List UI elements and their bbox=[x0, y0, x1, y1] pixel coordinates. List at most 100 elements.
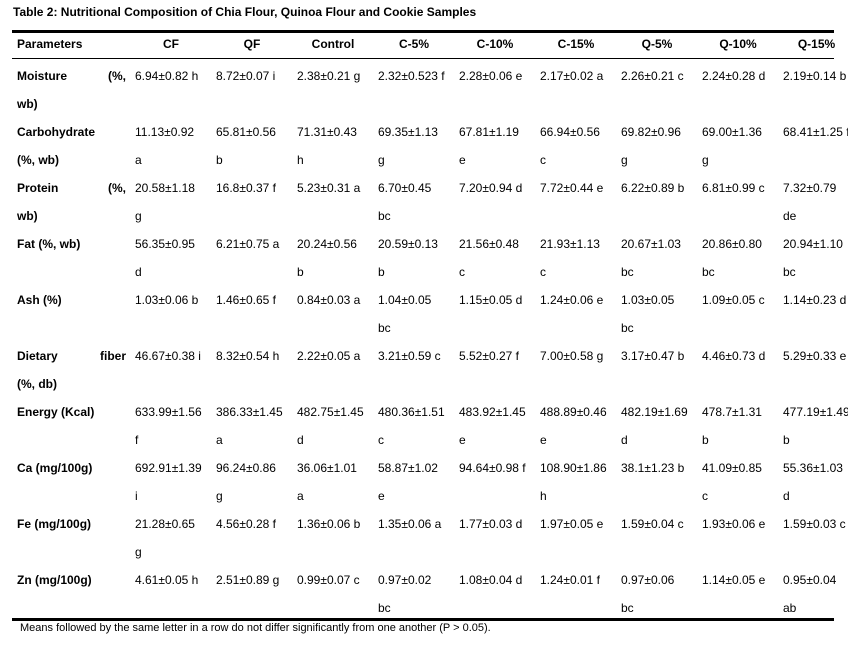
mean-value: 2.17±0.02 a bbox=[540, 69, 604, 83]
significance-letter: ab bbox=[783, 601, 797, 615]
parameter-cell: Fe (mg/100g) bbox=[12, 510, 130, 566]
mean-value: 0.99±0.07 c bbox=[297, 573, 360, 587]
mean-value: 20.59±0.13 bbox=[378, 237, 438, 251]
parameter-cell: Dietary fiber (%, db) bbox=[12, 342, 130, 398]
significance-letter: h bbox=[540, 489, 547, 503]
mean-value: 1.04±0.05 bbox=[378, 293, 432, 307]
significance-letter: h bbox=[297, 153, 304, 167]
mean-value: 692.91±1.39 bbox=[135, 461, 202, 475]
value-cell: 1.14±0.05 e bbox=[697, 566, 778, 622]
mean-value: 1.77±0.03 d bbox=[459, 517, 523, 531]
value-cell: 0.84±0.03 a bbox=[292, 286, 373, 342]
value-cell: 46.67±0.38 i bbox=[130, 342, 211, 398]
significance-letter: bc bbox=[621, 601, 634, 615]
parameter-cell: Fat (%, wb) bbox=[12, 230, 130, 286]
table-header-row: Parameters CF QF Control C-5% C-10% C-15% Q-5% Q… bbox=[12, 34, 848, 58]
significance-letter: d bbox=[621, 433, 628, 447]
mean-value: 478.7±1.31 bbox=[702, 405, 762, 419]
mean-value: 2.28±0.06 e bbox=[459, 69, 523, 83]
significance-letter: b bbox=[378, 265, 385, 279]
value-cell: 21.56±0.48 c bbox=[454, 230, 535, 286]
value-cell: 38.1±1.23 b bbox=[616, 454, 697, 510]
value-cell: 68.41±1.25 f bbox=[778, 118, 848, 174]
mean-value: 6.22±0.89 b bbox=[621, 181, 685, 195]
parameter-cell: Energy (Kcal) bbox=[12, 398, 130, 454]
value-cell: 20.67±1.03 bc bbox=[616, 230, 697, 286]
significance-letter: g bbox=[621, 153, 628, 167]
mean-value: 38.1±1.23 b bbox=[621, 461, 685, 475]
significance-letter: b bbox=[216, 153, 223, 167]
mean-value: 65.81±0.56 bbox=[216, 125, 276, 139]
parameter-label-line: Carbohydrate bbox=[17, 125, 96, 139]
significance-letter: f bbox=[135, 433, 139, 447]
mean-value: 2.51±0.89 g bbox=[216, 573, 280, 587]
mean-value: 16.8±0.37 f bbox=[216, 181, 276, 195]
header-column: QF bbox=[243, 37, 261, 51]
mean-value: 1.59±0.04 c bbox=[621, 517, 684, 531]
header-column: C-15% bbox=[557, 37, 595, 51]
table-footnote: Means followed by the same letter in a r… bbox=[20, 622, 491, 634]
nutrition-table: Parameters CF QF Control C-5% C-10% C-15% Q-5% Q… bbox=[12, 34, 848, 622]
value-cell: 2.22±0.05 a bbox=[292, 342, 373, 398]
mean-value: 7.72±0.44 e bbox=[540, 181, 604, 195]
mean-value: 21.56±0.48 bbox=[459, 237, 519, 251]
value-cell: 2.51±0.89 g bbox=[211, 566, 292, 622]
value-cell: 6.81±0.99 c bbox=[697, 174, 778, 230]
mean-value: 67.81±1.19 bbox=[459, 125, 519, 139]
table-bottom-rule bbox=[12, 618, 834, 621]
header-column: Control bbox=[311, 37, 355, 51]
value-cell: 482.75±1.45 d bbox=[292, 398, 373, 454]
mean-value: 2.38±0.21 g bbox=[297, 69, 361, 83]
significance-letter: d bbox=[135, 265, 142, 279]
mean-value: 66.94±0.56 bbox=[540, 125, 600, 139]
value-cell: 69.00±1.36 g bbox=[697, 118, 778, 174]
value-cell: 1.14±0.23 d bbox=[778, 286, 848, 342]
significance-letter: bc bbox=[783, 265, 796, 279]
parameter-cell: Ash (%) bbox=[12, 286, 130, 342]
value-cell: 0.95±0.04 ab bbox=[778, 566, 848, 622]
value-cell: 5.52±0.27 f bbox=[454, 342, 535, 398]
value-cell: 96.24±0.86 g bbox=[211, 454, 292, 510]
value-cell: 0.97±0.02 bc bbox=[373, 566, 454, 622]
mean-value: 4.56±0.28 f bbox=[216, 517, 276, 531]
mean-value: 20.94±1.10 bbox=[783, 237, 843, 251]
value-cell: 1.36±0.06 b bbox=[292, 510, 373, 566]
parameter-label-line: (%, db) bbox=[17, 377, 57, 391]
value-cell: 8.72±0.07 i bbox=[211, 58, 292, 118]
significance-letter: de bbox=[783, 209, 797, 223]
value-cell: 67.81±1.19 e bbox=[454, 118, 535, 174]
parameter-label-line: Energy (Kcal) bbox=[17, 405, 95, 419]
mean-value: 4.46±0.73 d bbox=[702, 349, 766, 363]
table-row: Protein (%, wb) 20.58±1.18 g 16.8±0.37 f 5.23… bbox=[12, 174, 848, 230]
value-cell: 0.97±0.06 bc bbox=[616, 566, 697, 622]
value-cell: 108.90±1.86 h bbox=[535, 454, 616, 510]
significance-letter: d bbox=[783, 489, 790, 503]
significance-letter: bc bbox=[378, 209, 391, 223]
mean-value: 8.72±0.07 i bbox=[216, 69, 276, 83]
mean-value: 386.33±1.45 bbox=[216, 405, 283, 419]
mean-value: 6.21±0.75 a bbox=[216, 237, 280, 251]
mean-value: 3.21±0.59 c bbox=[378, 349, 441, 363]
mean-value: 633.99±1.56 bbox=[135, 405, 202, 419]
table-header-rule bbox=[12, 58, 834, 59]
value-cell: 7.72±0.44 e bbox=[535, 174, 616, 230]
value-cell: 94.64±0.98 f bbox=[454, 454, 535, 510]
value-cell: 1.77±0.03 d bbox=[454, 510, 535, 566]
value-cell: 1.08±0.04 d bbox=[454, 566, 535, 622]
mean-value: 41.09±0.85 bbox=[702, 461, 762, 475]
table-row: Energy (Kcal) 633.99±1.56 f 386.33±1.45 a 482… bbox=[12, 398, 848, 454]
mean-value: 8.32±0.54 h bbox=[216, 349, 280, 363]
mean-value: 1.93±0.06 e bbox=[702, 517, 766, 531]
mean-value: 1.36±0.06 b bbox=[297, 517, 361, 531]
value-cell: 1.35±0.06 a bbox=[373, 510, 454, 566]
parameter-cell: Zn (mg/100g) bbox=[12, 566, 130, 622]
value-cell: 1.03±0.05 bc bbox=[616, 286, 697, 342]
value-cell: 1.09±0.05 c bbox=[697, 286, 778, 342]
significance-letter: g bbox=[135, 209, 142, 223]
value-cell: 36.06±1.01 a bbox=[292, 454, 373, 510]
parameter-label-line: Zn (mg/100g) bbox=[17, 573, 92, 587]
mean-value: 68.41±1.25 f bbox=[783, 125, 848, 139]
value-cell: 56.35±0.95 d bbox=[130, 230, 211, 286]
table-row: Carbohydrate (%, wb) 11.13±0.92 a 65.81±0.56… bbox=[12, 118, 848, 174]
value-cell: 6.22±0.89 b bbox=[616, 174, 697, 230]
